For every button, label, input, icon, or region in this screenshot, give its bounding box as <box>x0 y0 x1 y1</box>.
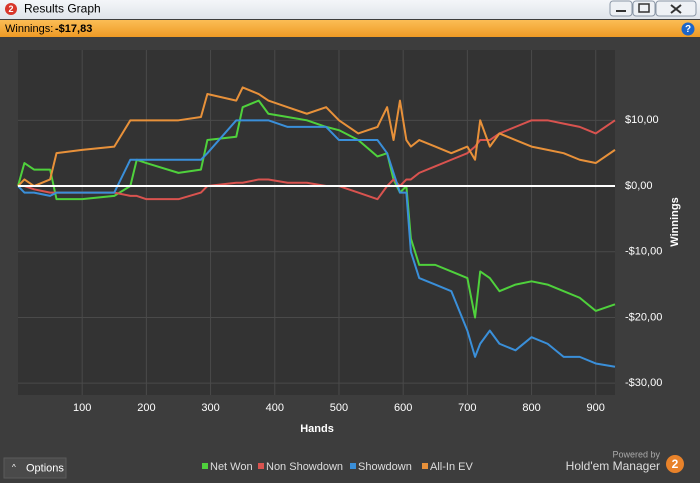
options-arrow: ^ <box>12 463 16 472</box>
options-button[interactable] <box>3 457 67 479</box>
help-button[interactable] <box>681 22 695 36</box>
summary-value: -$17,83 <box>55 23 92 35</box>
x-tick-label: 400 <box>266 402 284 414</box>
y-tick-label: $0,00 <box>625 180 653 192</box>
y-tick-label: -$30,00 <box>625 377 662 389</box>
x-tick-label: 500 <box>330 402 348 414</box>
brand-logo <box>666 455 684 473</box>
y-tick-label: -$20,00 <box>625 311 662 323</box>
legend-label: Non Showdown <box>266 461 343 473</box>
app-icon <box>5 3 17 15</box>
legend-swatch <box>202 463 208 469</box>
x-tick-label: 600 <box>394 402 412 414</box>
x-tick-label: 800 <box>522 402 540 414</box>
x-tick-label: 300 <box>201 402 219 414</box>
legend-label: Net Won <box>210 461 253 473</box>
minimize-button[interactable] <box>609 0 633 17</box>
x-tick-label: 100 <box>73 402 91 414</box>
y-tick-label: $10,00 <box>625 114 659 126</box>
y-tick-label: -$10,00 <box>625 246 662 258</box>
brand: Hold'em Manager <box>566 459 660 473</box>
x-axis-label: Hands <box>300 423 334 435</box>
help-icon-text: ? <box>685 24 691 35</box>
close-glyph <box>670 4 682 14</box>
summary-label: Winnings: <box>5 23 53 35</box>
brand-logo-text: 2 <box>672 457 679 471</box>
series-line <box>17 119 616 368</box>
summary-bar <box>0 20 700 37</box>
x-tick-label: 900 <box>587 402 605 414</box>
x-tick-label: 200 <box>137 402 155 414</box>
window-title: Results Graph <box>24 2 101 16</box>
legend-swatch <box>422 463 428 469</box>
y-axis-label: Winnings <box>669 197 681 246</box>
legend-label: All-In EV <box>430 461 473 473</box>
title-bar <box>0 0 700 19</box>
app-icon-text: 2 <box>8 4 13 14</box>
legend-label: Showdown <box>358 461 412 473</box>
plot-area <box>18 50 615 395</box>
powered-by: Powered by <box>612 449 660 459</box>
x-tick-label: 700 <box>458 402 476 414</box>
series-line <box>17 86 616 188</box>
legend-swatch <box>258 463 264 469</box>
maximize-glyph <box>638 3 650 13</box>
options-text: Options <box>26 462 64 474</box>
legend-swatch <box>350 463 356 469</box>
